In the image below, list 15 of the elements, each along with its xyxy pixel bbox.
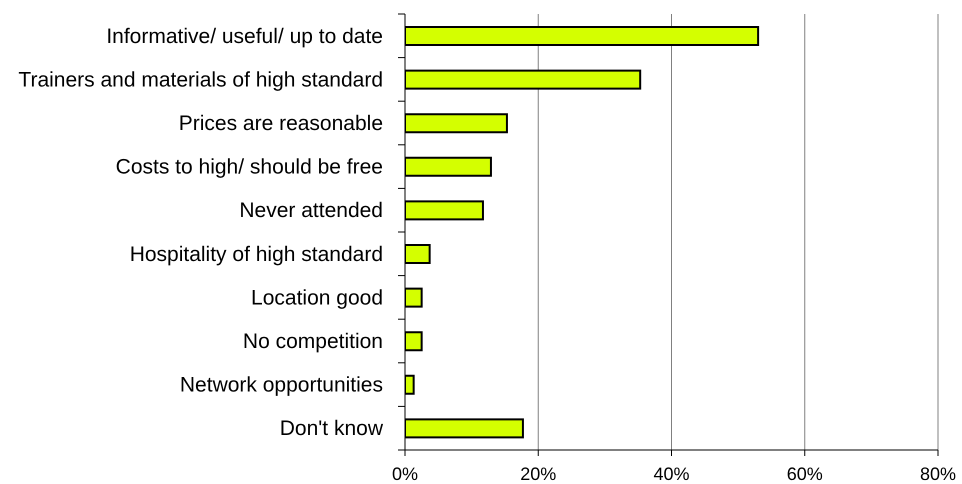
x-tick-label: 0% [392, 464, 418, 484]
y-tick-label: Informative/ useful/ up to date [106, 24, 383, 48]
y-tick-label: Network opportunities [180, 373, 383, 396]
y-tick-label: Never attended [239, 198, 383, 222]
x-tick-label: 80% [920, 464, 956, 484]
y-tick-label: Don't know [280, 416, 384, 440]
x-tick-label: 40% [653, 464, 690, 484]
y-tick-label: No competition [242, 330, 383, 352]
y-tick-label: Trainers and materials of high standard [18, 68, 383, 91]
x-tick-label: 60% [786, 464, 823, 484]
y-tick-label: Costs to high/ should be free [116, 155, 383, 178]
x-tick-label: 20% [520, 464, 556, 484]
y-tick-label: Prices are reasonable [178, 112, 383, 134]
y-tick-label: Location good [251, 286, 383, 309]
y-tick-label: Hospitality of high standard [130, 242, 383, 266]
